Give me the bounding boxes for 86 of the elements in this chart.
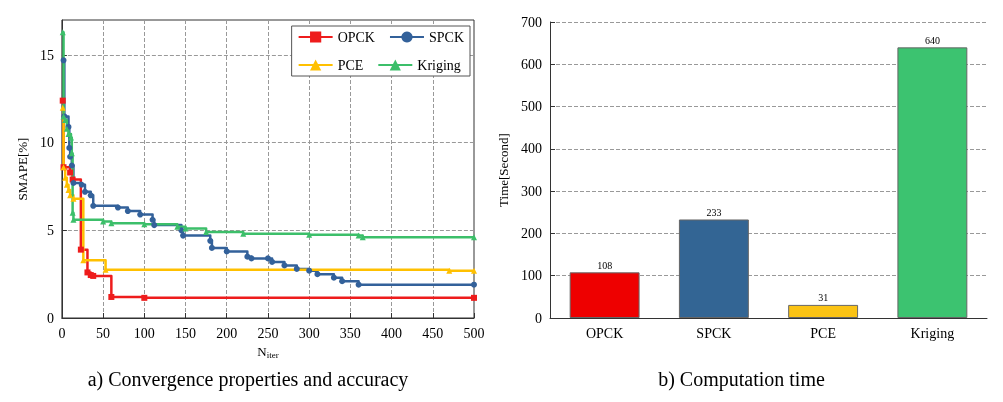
y-tick-label: 200 (521, 225, 542, 241)
bar (788, 304, 859, 318)
y-tick-label: 0 (46, 310, 54, 326)
point (90, 202, 97, 209)
point (80, 257, 87, 264)
point (306, 267, 313, 274)
x-tick-label: 300 (298, 325, 320, 341)
y-axis-title: SMAPE[%] (15, 137, 30, 201)
legend-label: Kriging (417, 57, 461, 73)
x-tick-label: 150 (175, 325, 197, 341)
point (269, 258, 276, 265)
point (60, 57, 67, 64)
point (182, 225, 189, 232)
point (306, 231, 313, 238)
y-tick-label: 500 (521, 99, 542, 115)
point (87, 192, 94, 199)
point (67, 169, 74, 176)
x-tick-label: OPCK (585, 325, 624, 341)
point (471, 267, 477, 274)
x-tick-label: 350 (339, 325, 361, 341)
legend-label: OPCK (337, 29, 375, 45)
point (124, 208, 131, 215)
point (70, 180, 77, 187)
data-label: 640 (924, 34, 940, 46)
point (141, 294, 148, 301)
point (264, 255, 271, 262)
x-tick-label: PCE (810, 325, 836, 341)
point (446, 267, 453, 274)
y-tick-label: 100 (521, 268, 542, 284)
y-tick-label: 15 (39, 47, 54, 63)
x-tick-label: 50 (96, 325, 111, 341)
y-axis-title: Time[Second] (496, 133, 512, 207)
point (293, 265, 300, 272)
data-label: 233 (706, 206, 722, 218)
point (207, 237, 214, 244)
x-tick-label: 450 (422, 325, 444, 341)
point (66, 144, 73, 151)
y-tick-label: 0 (535, 310, 542, 326)
point (248, 255, 255, 262)
point (77, 246, 84, 253)
text: b) Computation time (658, 368, 825, 391)
point (330, 274, 337, 281)
point (137, 211, 144, 218)
bar (569, 272, 640, 318)
x-tick-label: SPCK (696, 325, 732, 341)
data-label: 31 (818, 292, 829, 304)
point (314, 271, 321, 278)
point (59, 104, 66, 111)
point (108, 293, 115, 300)
point (471, 281, 477, 288)
x-tick-label: 200 (216, 325, 238, 341)
point (59, 97, 66, 104)
y-tick-label: 300 (521, 183, 542, 199)
bar (897, 47, 968, 318)
y-tick-label: 5 (46, 222, 54, 238)
point (100, 218, 107, 225)
point (355, 232, 362, 239)
point (355, 281, 362, 288)
legend-label: PCE (337, 57, 364, 73)
x-tick-label: 0 (58, 325, 66, 341)
x-tick-label: 100 (133, 325, 155, 341)
y-tick-label: 10 (39, 135, 54, 151)
x-tick-label: 250 (257, 325, 279, 341)
point (114, 204, 121, 211)
point (81, 188, 88, 195)
point (78, 181, 85, 188)
point (65, 187, 72, 194)
data-label: 108 (597, 259, 613, 271)
point (471, 294, 477, 301)
point (68, 162, 75, 169)
bar (678, 219, 749, 318)
point (339, 278, 346, 285)
point (208, 244, 215, 251)
point (471, 234, 477, 241)
point (281, 262, 288, 269)
point (223, 248, 230, 255)
x-tick-label: Kriging (910, 325, 955, 341)
text: a) Convergence properties and accuracy (87, 368, 409, 391)
legend-label: SPCK (428, 29, 465, 45)
point (180, 232, 187, 239)
y-tick-label: 600 (521, 56, 542, 72)
point (151, 222, 158, 229)
y-tick-label: 700 (521, 14, 542, 30)
y-tick-label: 400 (521, 141, 542, 157)
x-tick-label: 500 (463, 325, 485, 341)
x-tick-label: 400 (381, 325, 403, 341)
